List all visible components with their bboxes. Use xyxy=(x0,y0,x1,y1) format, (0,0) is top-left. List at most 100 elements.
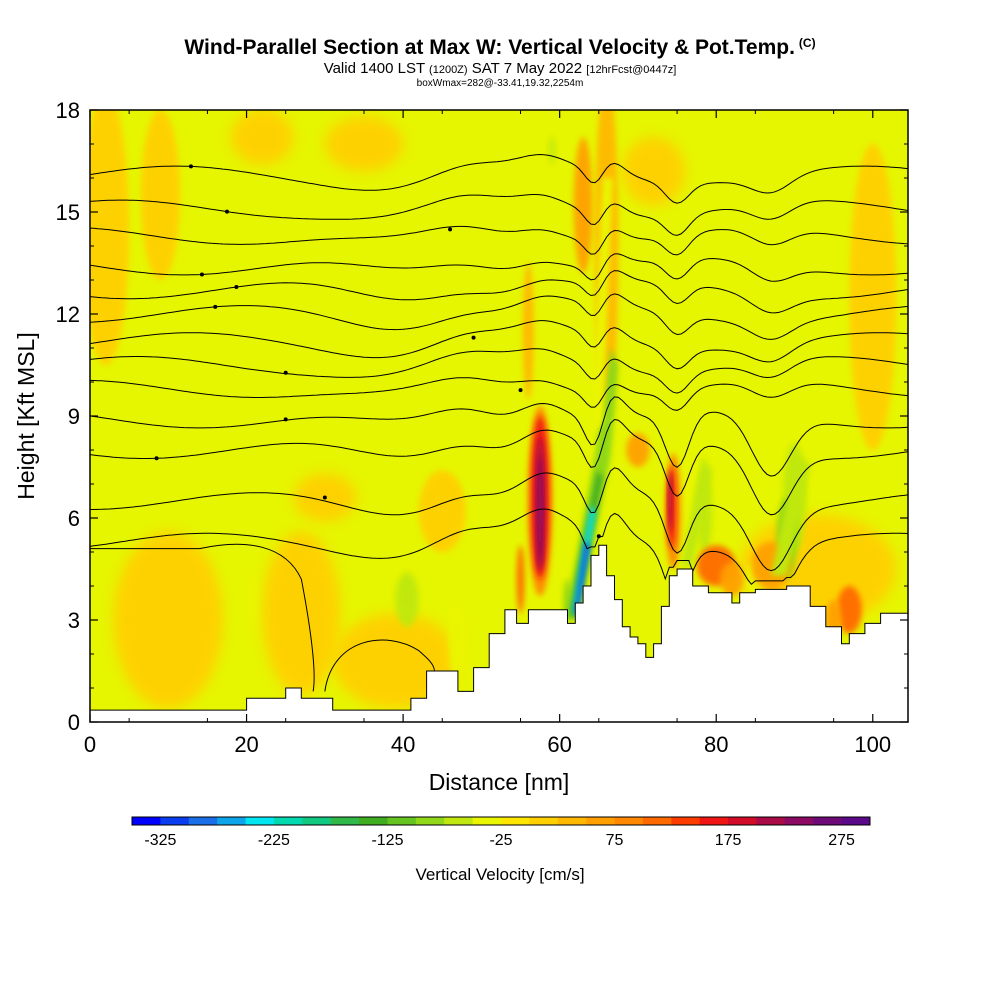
x-axis-ticks: 0 20 40 60 80 100 xyxy=(84,110,891,757)
y-tick-label: 15 xyxy=(56,200,80,225)
colorbar-swatch xyxy=(302,817,332,825)
x-tick-label: 80 xyxy=(704,732,728,757)
isentrope-label-marker xyxy=(518,388,523,393)
forecast-label: [12hrFcst@0447z] xyxy=(586,64,677,76)
colorbar-tick-label: 275 xyxy=(828,832,855,849)
colorbar-tick-label: -125 xyxy=(371,832,403,849)
x-tick-label: 20 xyxy=(234,732,258,757)
isentrope-line xyxy=(90,418,908,516)
colorbar-swatch xyxy=(557,817,587,825)
isentrope-line xyxy=(90,377,908,411)
colorbar-swatch xyxy=(217,817,246,825)
isentrope-line xyxy=(90,320,908,370)
valid-date-label: SAT 7 May 2022 xyxy=(471,60,583,77)
x-tick-label: 40 xyxy=(391,732,415,757)
velocity-field xyxy=(90,110,897,709)
colorbar-label: Vertical Velocity [cm/s] xyxy=(415,865,584,884)
isentrope-line xyxy=(90,508,908,586)
colorbar-swatch xyxy=(501,817,530,825)
colorbar-swatch xyxy=(756,817,786,825)
velocity-feature xyxy=(626,433,650,467)
velocity-feature xyxy=(720,562,744,597)
velocity-feature xyxy=(516,545,525,614)
velocity-feature xyxy=(522,263,534,399)
isentrope-label-marker xyxy=(234,284,239,289)
y-axis-label: Height [Kft MSL] xyxy=(13,332,39,499)
valid-utc-label: (1200Z) xyxy=(429,64,468,76)
isentrope-line xyxy=(90,543,315,692)
colorbar-swatch xyxy=(472,817,502,825)
downdraft-band xyxy=(681,456,713,566)
velocity-feature xyxy=(548,137,555,165)
colorbar-swatch xyxy=(813,817,843,825)
colorbar-swatch xyxy=(841,817,871,825)
isentrope-label-marker xyxy=(199,272,204,277)
isentrope-label-marker xyxy=(213,304,218,309)
colorbar-ticks: -325 -225 -125 -25 75 175 275 xyxy=(144,832,855,849)
colorbar-swatch xyxy=(671,817,701,825)
velocity-feature xyxy=(230,110,294,165)
isentrope-line xyxy=(90,396,908,477)
velocity-feature xyxy=(537,456,543,566)
colorbar-swatch xyxy=(330,817,360,825)
isentrope-label-marker xyxy=(283,370,288,375)
downdraft-band xyxy=(771,456,811,576)
colorbar-tick-label: -25 xyxy=(489,832,512,849)
colorbar-swatch xyxy=(245,817,275,825)
chart-title-text: Wind-Parallel Section at Max W: Vertical… xyxy=(184,36,795,59)
isentrope-line xyxy=(90,348,908,394)
y-tick-label: 12 xyxy=(56,302,80,327)
isentrope-line xyxy=(90,253,908,282)
y-tick-label: 9 xyxy=(68,404,80,429)
isentrope-label-marker xyxy=(471,335,476,340)
downdraft-band xyxy=(574,541,590,614)
copyright-mark: (C) xyxy=(798,36,816,50)
terrain xyxy=(90,544,908,722)
velocity-feature xyxy=(244,572,257,627)
colorbar-swatch xyxy=(586,817,615,825)
isentrope-line xyxy=(90,153,908,204)
chart-subtitle: Valid 1400 LST (1200Z) SAT 7 May 2022 [1… xyxy=(0,60,1000,77)
y-tick-label: 0 xyxy=(68,710,80,735)
colorbar-tick-label: -225 xyxy=(258,832,290,849)
velocity-feature xyxy=(836,586,862,634)
x-axis-label: Distance [nm] xyxy=(429,769,570,795)
plot-area xyxy=(90,110,908,722)
isentrope-label-marker xyxy=(448,227,453,232)
x-tick-label: 60 xyxy=(547,732,571,757)
velocity-feature xyxy=(418,470,466,552)
velocity-feature xyxy=(622,137,685,206)
isentrope-line xyxy=(90,467,908,572)
velocity-feature xyxy=(448,599,468,682)
box-info: boxWmax=282@-33.41,19.32,2254m xyxy=(416,78,584,89)
chart-title: Wind-Parallel Section at Max W: Vertical… xyxy=(0,36,1000,60)
colorbar-swatch xyxy=(359,817,388,825)
colorbar-swatch xyxy=(642,817,672,825)
colorbar-swatch xyxy=(614,817,644,825)
colorbar-tick-label: 75 xyxy=(606,832,624,849)
colorbar-swatch xyxy=(160,817,190,825)
colorbar-frame xyxy=(131,816,871,826)
isentrope-lines xyxy=(90,153,908,692)
velocity-feature xyxy=(140,110,181,280)
isentrope-label-marker xyxy=(283,417,288,422)
colorbar-tick-label: 175 xyxy=(715,832,742,849)
x-tick-label: 100 xyxy=(854,732,891,757)
isentrope-line xyxy=(324,639,435,692)
colorbar-swatch xyxy=(529,817,559,825)
velocity-feature xyxy=(668,470,672,532)
colorbar-swatch xyxy=(784,817,814,825)
colorbar-swatch xyxy=(387,817,417,825)
colorbar-swatch xyxy=(188,817,218,825)
colorbar-tick-label: -325 xyxy=(144,832,176,849)
isentrope-label-marker xyxy=(224,209,229,214)
velocity-feature xyxy=(324,116,404,172)
valid-time-label: Valid 1400 LST xyxy=(323,60,425,77)
colorbar-swatch xyxy=(132,817,161,825)
y-tick-label: 6 xyxy=(68,506,80,531)
isentrope-line xyxy=(90,270,908,314)
velocity-feature xyxy=(849,144,897,450)
colorbar-swatch xyxy=(273,817,303,825)
isentrope-label-marker xyxy=(188,164,193,169)
